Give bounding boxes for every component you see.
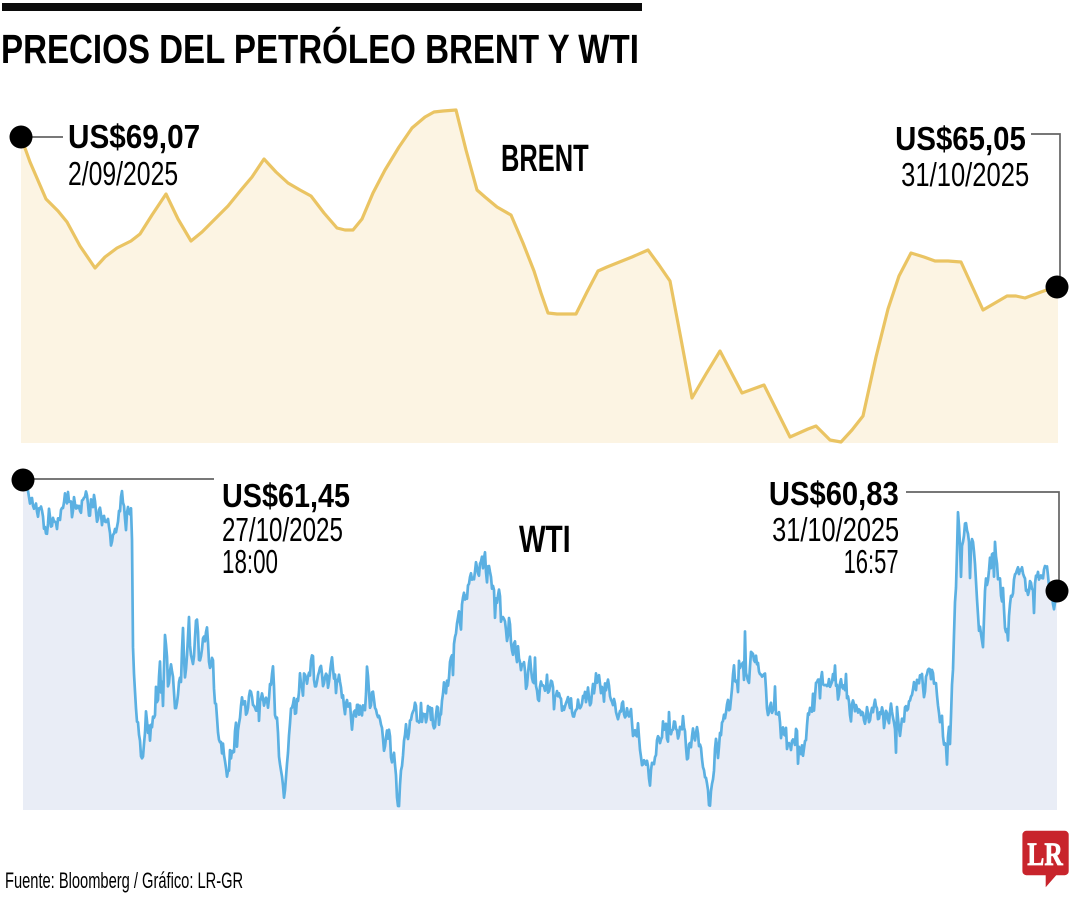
svg-text:LR: LR	[1027, 837, 1063, 873]
